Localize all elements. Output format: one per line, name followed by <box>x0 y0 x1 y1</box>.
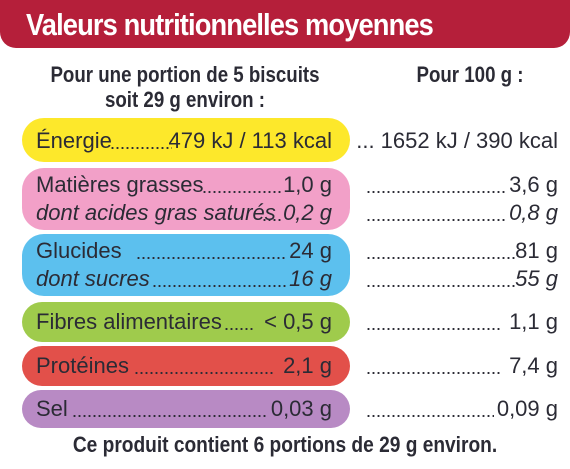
proteines-dots-100g <box>366 372 502 374</box>
sel-value: 0,03 g <box>270 396 332 421</box>
satures-value: 0,2 g <box>283 200 332 225</box>
sel-dots-100g <box>366 415 494 417</box>
matieres-dots <box>202 191 282 193</box>
proteines-dots <box>134 372 274 374</box>
satures-dots <box>262 219 282 221</box>
glucides-label: Glucides <box>36 238 122 263</box>
sel-dots <box>72 415 266 417</box>
energie-value: 479 kJ / 113 kcal <box>168 128 332 153</box>
sel-value-100g: 0,09 g <box>496 396 558 421</box>
per-portion-header: Pour une portion de 5 biscuits soit 29 g… <box>45 62 326 112</box>
glucides-value-100g: 81 g <box>515 238 558 263</box>
glucides-dots <box>136 257 286 259</box>
per-portion-line2: soit 29 g environ : <box>104 87 266 112</box>
per-100g-header: Pour 100 g : <box>416 62 524 87</box>
matieres-pill <box>22 168 350 230</box>
sucres-label: dont sucres <box>36 266 150 291</box>
matieres-value-100g: 3,6 g <box>509 172 558 197</box>
energie-pill <box>22 118 350 162</box>
energie-dots <box>110 147 172 149</box>
matieres-value: 1,0 g <box>283 172 332 197</box>
energie-label: Énergie <box>36 128 112 153</box>
sucres-dots-100g <box>366 285 516 287</box>
glucides-value: 24 g <box>289 238 332 263</box>
proteines-value-100g: 7,4 g <box>509 353 558 378</box>
portions-note: Ce produit contient 6 portions de 29 g e… <box>72 432 498 457</box>
fibres-pill <box>22 302 350 342</box>
sucres-value-100g: 55 g <box>515 266 558 291</box>
proteines-label: Protéines <box>36 353 129 378</box>
fibres-dots-100g <box>366 328 502 330</box>
per-portion-line1: Pour une portion de 5 biscuits <box>50 62 320 87</box>
glucides-dots-100g <box>366 257 516 259</box>
fibres-value: < 0,5 g <box>264 309 332 334</box>
sel-label: Sel <box>36 396 68 421</box>
satures-value-100g: 0,8 g <box>509 200 558 225</box>
sucres-value: 16 g <box>289 266 332 291</box>
proteines-pill <box>22 346 350 386</box>
satures-label: dont acides gras saturés <box>36 200 276 225</box>
energie-value-100g: ... 1652 kJ / 390 kcal <box>356 128 558 153</box>
matieres-label: Matières grasses <box>36 172 204 197</box>
proteines-value: 2,1 g <box>283 353 332 378</box>
title-banner: Valeurs nutritionnelles moyennes <box>0 0 570 48</box>
table-title: Valeurs nutritionnelles moyennes <box>26 7 434 42</box>
fibres-label: Fibres alimentaires <box>36 309 222 334</box>
satures-dots-100g <box>366 219 506 221</box>
sucres-dots <box>152 285 286 287</box>
matieres-dots-100g <box>366 191 506 193</box>
fibres-dots <box>224 328 254 330</box>
sel-pill <box>22 390 350 428</box>
fibres-value-100g: 1,1 g <box>509 309 558 334</box>
